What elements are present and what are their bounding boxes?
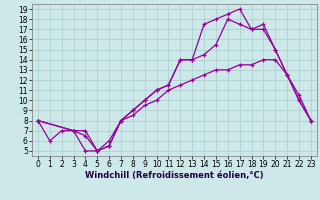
X-axis label: Windchill (Refroidissement éolien,°C): Windchill (Refroidissement éolien,°C) [85,171,264,180]
